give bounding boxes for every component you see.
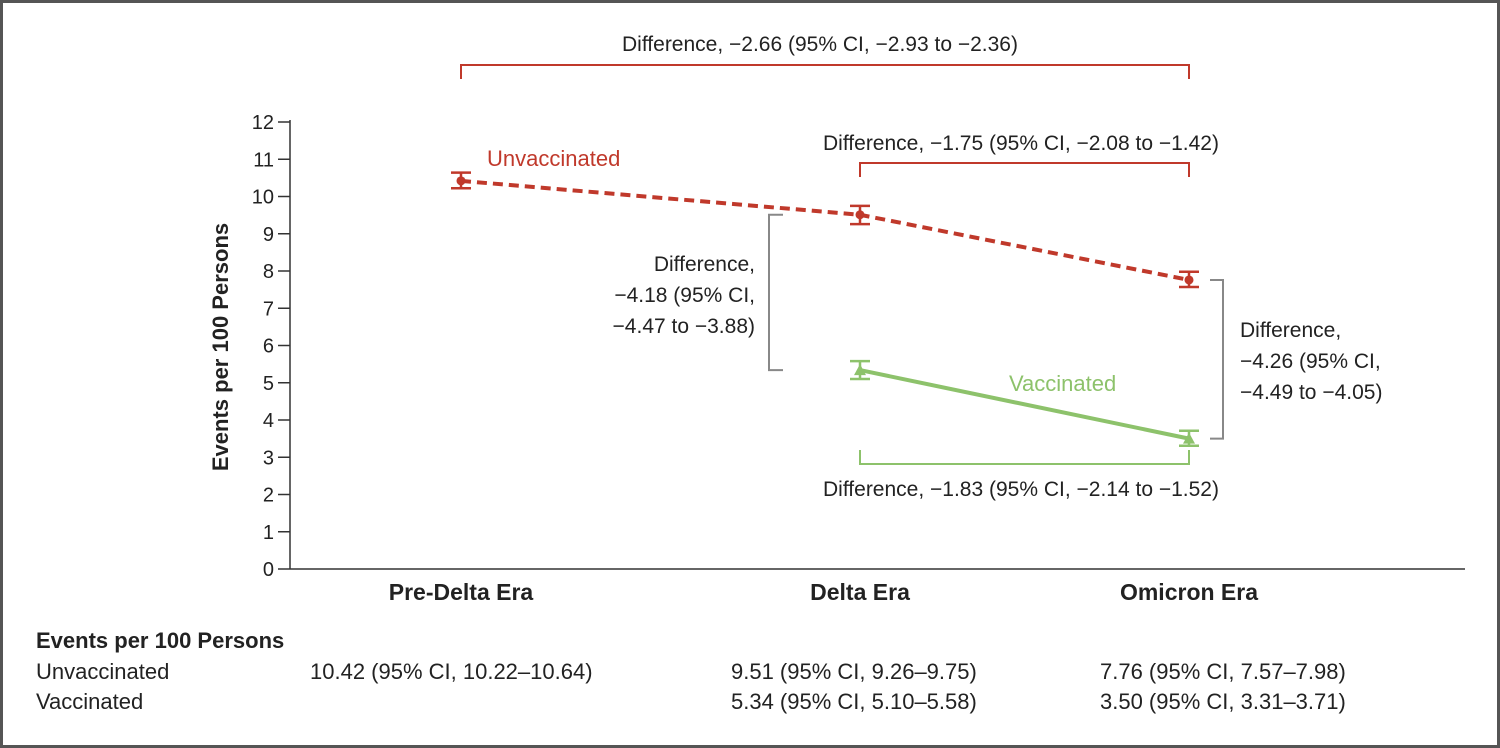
y-tick-label-12: 12 (252, 112, 274, 134)
annotation-difference-vaccinated-delta-omicron: Difference, −1.83 (95% CI, −2.14 to −1.5… (823, 478, 1219, 501)
annotation-difference-omicron-vacc-vs-unvacc-line-1: −4.26 (95% CI, (1240, 350, 1381, 373)
series-label-vaccinated: Vaccinated (1009, 371, 1116, 396)
series-line-unvaccinated (460, 178, 1190, 282)
y-axis-title: Events per 100 Persons (208, 223, 233, 471)
bracket-omicron-vacc-vs-unvacc (1210, 278, 1224, 440)
x-category-label-1: Delta Era (810, 579, 910, 605)
bracket-unvaccinated-pre-delta-omicron (460, 64, 1190, 79)
point-vaccinated-1 (854, 364, 866, 376)
bracket-delta-vacc-vs-unvacc (768, 213, 783, 372)
bracket-unvaccinated-delta-omicron (859, 162, 1190, 177)
point-vaccinated-2 (1183, 432, 1195, 444)
y-tick-label-1: 1 (263, 522, 274, 544)
point-unvaccinated-0 (456, 176, 466, 186)
y-tick-label-6: 6 (263, 336, 274, 358)
annotation-difference-omicron-vacc-vs-unvacc-line-2: −4.49 to −4.05) (1240, 381, 1382, 404)
annotation-difference-omicron-vacc-vs-unvacc-line-0: Difference, (1240, 319, 1341, 342)
bracket-vaccinated-delta-omicron (859, 450, 1190, 465)
x-category-label-2: Omicron Era (1120, 579, 1258, 605)
series-label-unvaccinated: Unvaccinated (487, 146, 620, 171)
y-tick-label-10: 10 (252, 187, 274, 209)
y-tick-label-7: 7 (263, 298, 274, 320)
series-line-vaccinated (859, 368, 1190, 441)
y-tick-label-3: 3 (263, 447, 274, 469)
y-tick-label-4: 4 (263, 410, 274, 432)
point-unvaccinated-2 (1184, 275, 1194, 285)
y-tick-label-8: 8 (263, 261, 274, 283)
y-tick-label-0: 0 (263, 559, 274, 581)
y-tick-label-5: 5 (263, 373, 274, 395)
annotation-difference-delta-vacc-vs-unvacc-line-2: −4.47 to −3.88) (613, 315, 755, 338)
y-tick-label-9: 9 (263, 224, 274, 246)
annotation-difference-unvaccinated-pre-delta-omicron: Difference, −2.66 (95% CI, −2.93 to −2.3… (622, 33, 1018, 56)
annotation-difference-unvaccinated-delta-omicron: Difference, −1.75 (95% CI, −2.08 to −1.4… (823, 132, 1219, 155)
annotation-difference-delta-vacc-vs-unvacc-line-1: −4.18 (95% CI, (614, 284, 755, 307)
y-tick-label-11: 11 (253, 149, 274, 171)
point-unvaccinated-1 (855, 210, 865, 220)
y-tick-label-2: 2 (263, 485, 274, 507)
annotation-difference-delta-vacc-vs-unvacc-line-0: Difference, (654, 253, 755, 276)
x-category-label-0: Pre-Delta Era (389, 579, 534, 605)
